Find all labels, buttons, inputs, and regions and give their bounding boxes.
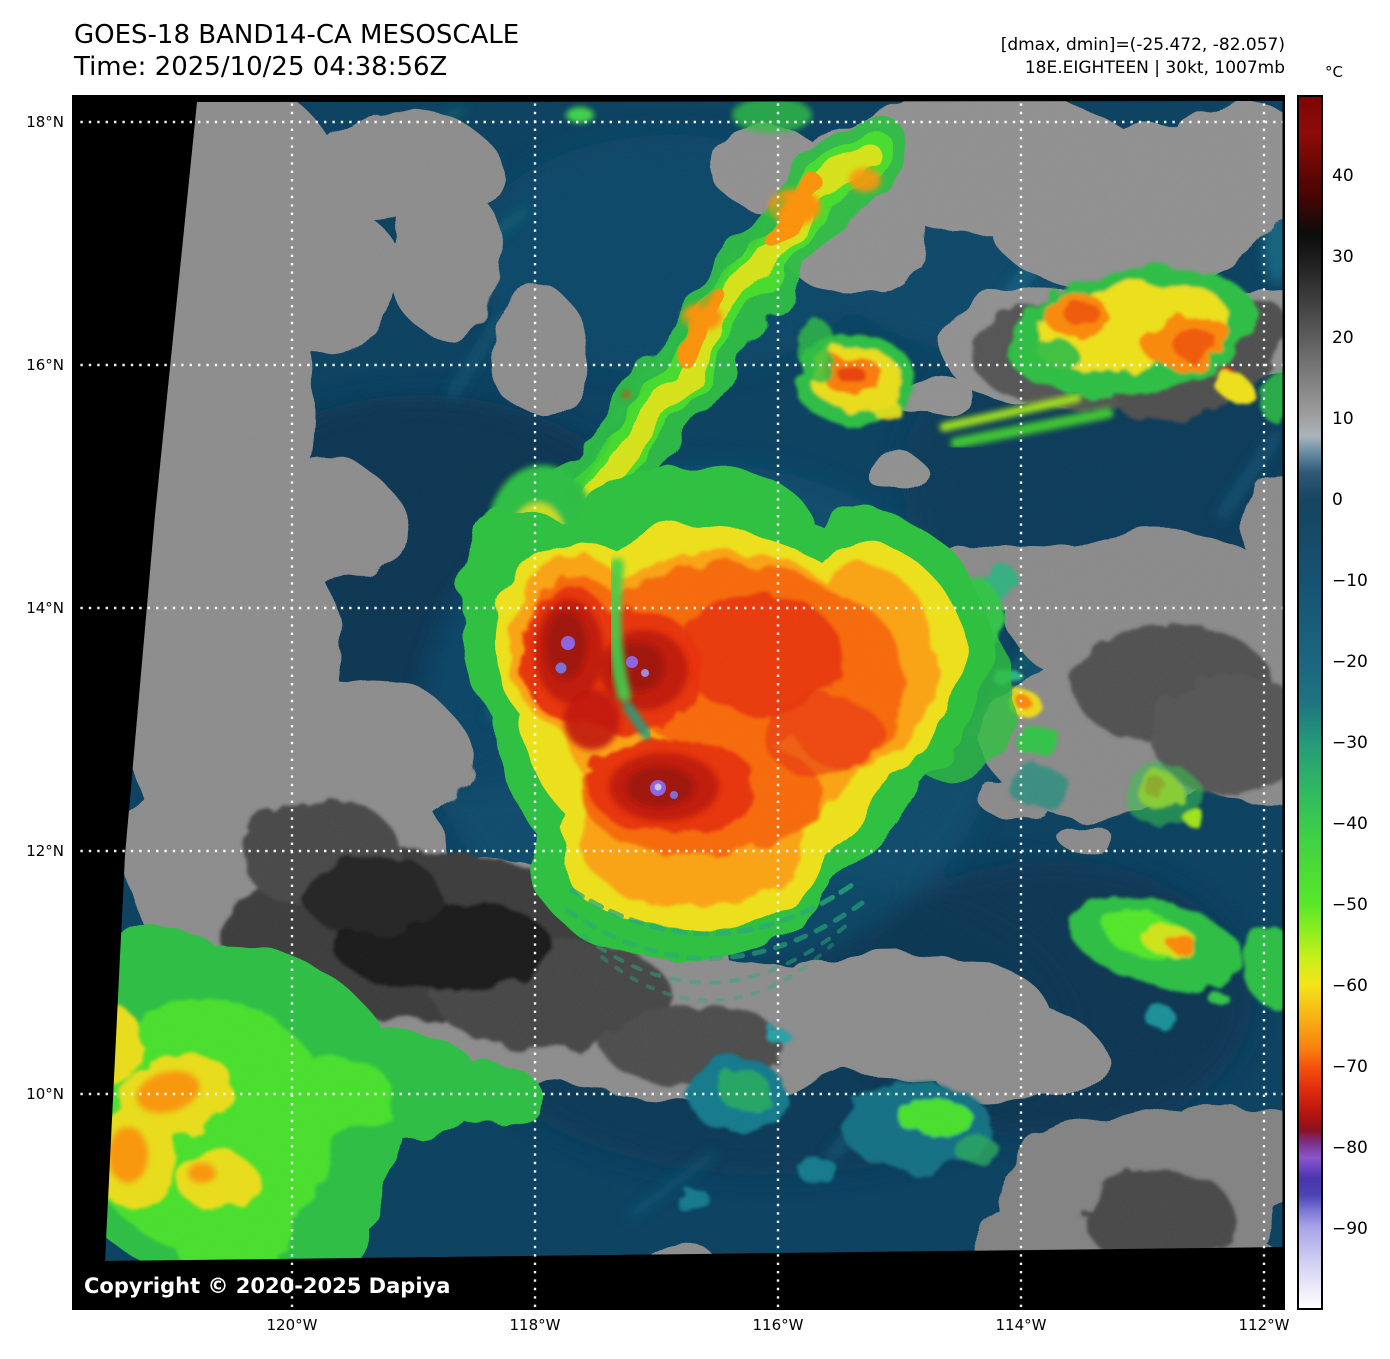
sensor-grain [105, 101, 1285, 1261]
page-title: GOES-18 BAND14-CA MESOSCALE [74, 20, 520, 50]
lon-axis-label: 116°W [752, 1316, 804, 1334]
colorbar-tick: 40 [1332, 166, 1354, 186]
colorbar-tick: 30 [1332, 247, 1354, 267]
colorbar-tick: 0 [1332, 490, 1343, 510]
lat-axis-label: 16°N [26, 356, 64, 374]
colorbar-tick: −50 [1332, 895, 1368, 915]
satellite-image [72, 95, 1285, 1310]
satellite-map [72, 95, 1285, 1310]
lon-axis-label: 112°W [1238, 1316, 1290, 1334]
colorbar-tick: −70 [1332, 1057, 1368, 1077]
temperature-colorbar [1297, 95, 1323, 1310]
colorbar-tick: −60 [1332, 976, 1368, 996]
dmax-dmin-readout: [dmax, dmin]=(-25.472, -82.057) [1000, 35, 1285, 55]
colorbar-tick: −90 [1332, 1219, 1368, 1239]
colorbar-tick: −20 [1332, 652, 1368, 672]
colorbar-tick: −80 [1332, 1138, 1368, 1158]
colorbar-unit: °C [1325, 63, 1343, 81]
colorbar-tick: −10 [1332, 571, 1368, 591]
timestamp: Time: 2025/10/25 04:38:56Z [74, 52, 448, 82]
lon-axis-label: 114°W [995, 1316, 1047, 1334]
colorbar-tick: 20 [1332, 328, 1354, 348]
graticule [72, 95, 1285, 1310]
map-frame [72, 95, 1285, 1310]
lat-axis-label: 18°N [26, 113, 64, 131]
storm-id-readout: 18E.EIGHTEEN | 30kt, 1007mb [1024, 58, 1285, 78]
lon-axis-label: 118°W [509, 1316, 561, 1334]
colorbar-tick: 10 [1332, 409, 1354, 429]
lat-axis-label: 10°N [26, 1085, 64, 1103]
lon-axis-label: 120°W [266, 1316, 318, 1334]
header-meta: [dmax, dmin]=(-25.472, -82.057) 18E.EIGH… [1001, 34, 1285, 80]
data-swath [105, 101, 1285, 1261]
colorbar-tick: −40 [1332, 814, 1368, 834]
lat-axis-label: 14°N [26, 599, 64, 617]
lat-axis-label: 12°N [26, 842, 64, 860]
copyright-notice: Copyright © 2020-2025 Dapiya [84, 1274, 451, 1298]
colorbar-tick: −30 [1332, 733, 1368, 753]
